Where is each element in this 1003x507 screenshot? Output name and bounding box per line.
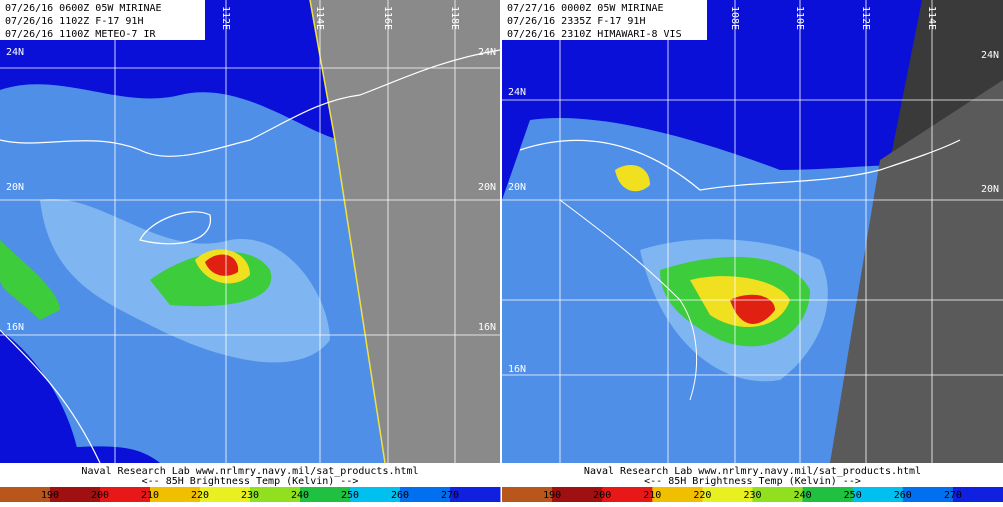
colorbar-segment: [652, 487, 703, 502]
header-line: 07/26/16 1102Z F-17 91H: [5, 16, 143, 27]
lon-label: 114E: [926, 6, 937, 30]
lat-label: 20N: [508, 182, 526, 193]
colorbar-label: 240: [291, 490, 309, 501]
colorbar-label: 230: [241, 490, 259, 501]
colorbar-segment: [502, 487, 553, 502]
colorbar-segment: [852, 487, 904, 502]
colorbar-segment: [552, 487, 603, 502]
lon-label: 118E: [449, 6, 460, 30]
colorbar-label: 220: [693, 490, 711, 501]
footer-line: Naval Research Lab www.nrlmry.navy.mil/s…: [584, 466, 921, 477]
colorbar-label: 190: [543, 490, 561, 501]
colorbar-label: 210: [141, 490, 159, 501]
footer: [0, 463, 500, 487]
colorbar-label: 260: [391, 490, 409, 501]
header-line: 07/26/16 2310Z HIMAWARI-8 VIS: [507, 29, 682, 40]
colorbar-segment: [50, 487, 101, 502]
footer-line: Naval Research Lab www.nrlmry.navy.mil/s…: [81, 466, 418, 477]
colorbar-segment: [150, 487, 201, 502]
lat-label: 24N: [6, 47, 24, 58]
colorbar-segment: [200, 487, 251, 502]
header-box: [502, 0, 707, 40]
colorbar-segment: [100, 487, 151, 502]
lon-label: 108E: [729, 6, 740, 30]
colorbar-segment: [400, 487, 451, 502]
lon-label: 116E: [382, 6, 393, 30]
satellite-image: [0, 0, 500, 463]
colorbar-label: 200: [91, 490, 109, 501]
satellite-image: [502, 0, 1003, 463]
header-line: 07/26/16 1100Z METEO-7 IR: [5, 29, 156, 40]
header-line: 07/26/16 0600Z 05W MIRINAE: [5, 3, 162, 14]
header-box: [0, 0, 205, 40]
colorbar-label: 190: [41, 490, 59, 501]
lon-label: 114E: [314, 6, 325, 30]
lat-label: 20N: [478, 182, 496, 193]
lon-label: 112E: [220, 6, 231, 30]
colorbar-label: 220: [191, 490, 209, 501]
lon-label: 112E: [860, 6, 871, 30]
colorbar-segment: [952, 487, 1003, 502]
colorbar-label: 250: [844, 490, 862, 501]
colorbar-segment: [702, 487, 753, 502]
lon-label: 110E: [794, 6, 805, 30]
colorbar-segment: [802, 487, 854, 502]
colorbar-segment: [300, 487, 351, 502]
colorbar-label: 260: [894, 490, 912, 501]
colorbar-segment: [752, 487, 804, 502]
colorbar-segment: [450, 487, 501, 502]
colorbar-segment: [902, 487, 954, 502]
colorbar-label: 210: [643, 490, 661, 501]
colorbar-segment: [0, 487, 51, 502]
lat-label: 24N: [981, 50, 999, 61]
lat-label: 24N: [508, 87, 526, 98]
colorbar-label: 250: [341, 490, 359, 501]
colorbar-label: 200: [593, 490, 611, 501]
footer-line: <-- 85H Brightness Temp (Kelvin) -->: [142, 476, 359, 487]
lat-label: 24N: [478, 47, 496, 58]
colorbar-segment: [602, 487, 653, 502]
footer: [502, 463, 1003, 487]
header-line: 07/26/16 2335Z F-17 91H: [507, 16, 645, 27]
lat-label: 20N: [6, 182, 24, 193]
footer-line: <-- 85H Brightness Temp (Kelvin) -->: [644, 476, 861, 487]
colorbar-label: 270: [944, 490, 962, 501]
colorbar-segment: [350, 487, 401, 502]
colorbar-label: 230: [743, 490, 761, 501]
colorbar-segment: [250, 487, 301, 502]
lat-label: 16N: [508, 364, 526, 375]
colorbar-label: 270: [441, 490, 459, 501]
lat-label: 20N: [981, 184, 999, 195]
lat-label: 16N: [6, 322, 24, 333]
colorbar-label: 240: [794, 490, 812, 501]
lat-label: 16N: [478, 322, 496, 333]
header-line: 07/27/16 0000Z 05W MIRINAE: [507, 3, 664, 14]
